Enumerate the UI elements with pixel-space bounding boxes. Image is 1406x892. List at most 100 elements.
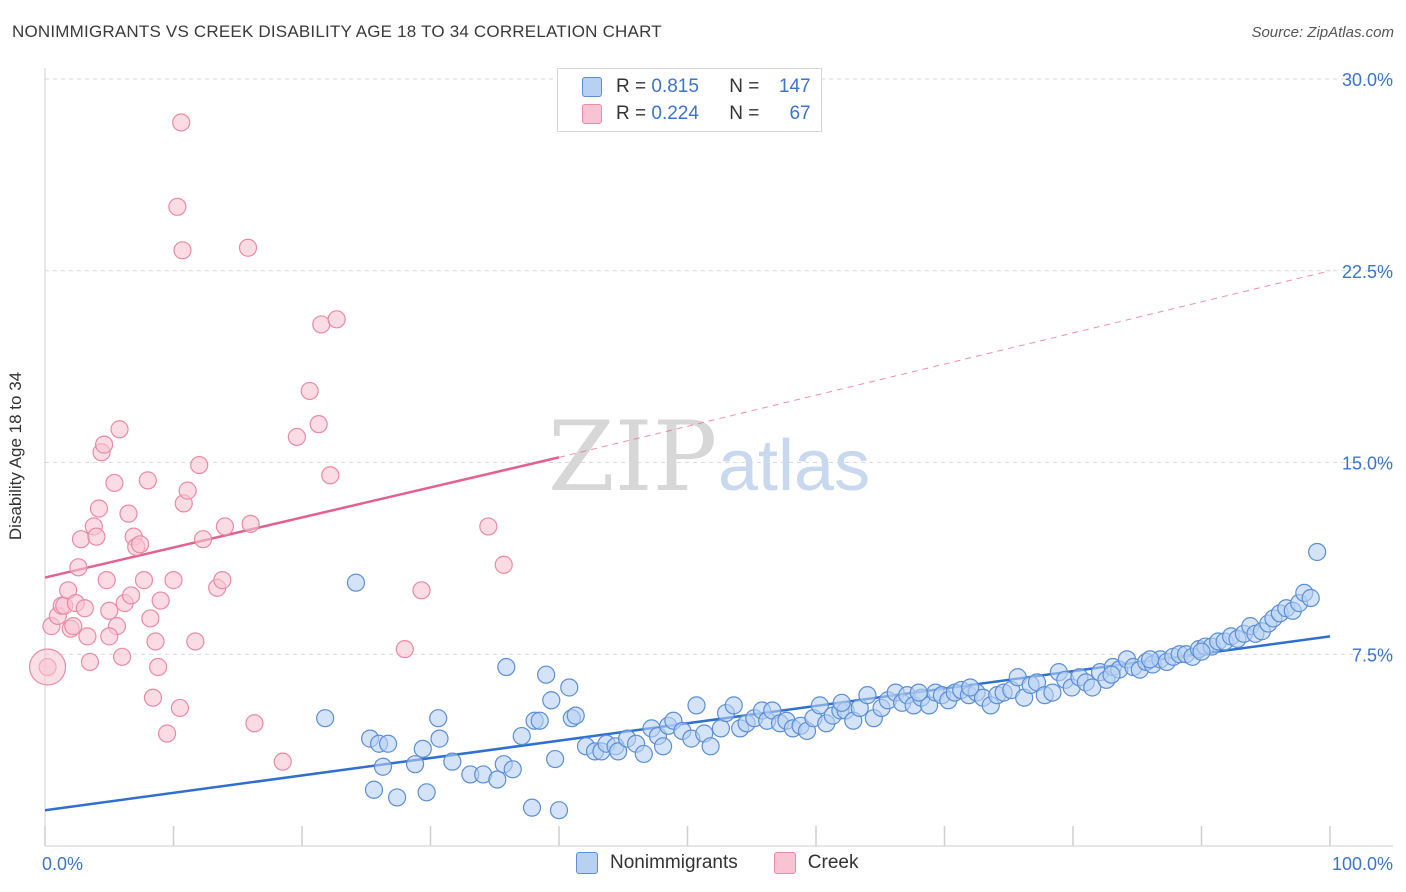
- point-nonimmigrants: [1308, 542, 1327, 562]
- point-creek: [89, 499, 109, 518]
- point-creek: [121, 586, 141, 605]
- point-nonimmigrants: [512, 726, 531, 746]
- y-tick-label: 22.5%: [1342, 262, 1393, 282]
- point-creek: [238, 238, 258, 257]
- point-nonimmigrants: [503, 760, 522, 779]
- point-nonimmigrants: [522, 798, 542, 817]
- point-nonimmigrants: [634, 744, 653, 764]
- point-nonimmigrants: [560, 678, 579, 697]
- r-value: 0.815: [651, 76, 699, 97]
- point-nonimmigrants: [373, 757, 393, 776]
- point-creek: [327, 310, 346, 329]
- n-value: 147: [778, 76, 811, 97]
- legend-item-creek[interactable]: Creek: [773, 852, 859, 874]
- x-tick-label: 100.0%: [1332, 854, 1393, 874]
- pink-swatch: [582, 104, 602, 124]
- watermark: ZIP atlas: [548, 401, 870, 513]
- point-nonimmigrants: [346, 573, 366, 592]
- point-creek: [143, 688, 163, 707]
- legend-row-nonimmigrants: R = 0.815 N = 147: [582, 75, 811, 99]
- point-creek: [173, 241, 192, 260]
- point-creek: [146, 632, 165, 651]
- point-creek: [215, 517, 234, 536]
- legend-item-nonimmigrants[interactable]: Nonimmigrants: [576, 852, 738, 874]
- series-legend: Nonimmigrants Creek: [576, 852, 894, 874]
- r-label: R =: [616, 76, 647, 97]
- point-nonimmigrants: [405, 755, 425, 774]
- point-nonimmigrants: [546, 749, 565, 769]
- point-nonimmigrants: [832, 693, 851, 712]
- legend-label: Creek: [807, 852, 859, 873]
- point-nonimmigrants: [609, 742, 628, 761]
- blue-swatch: [582, 77, 602, 97]
- point-creek: [119, 504, 138, 523]
- point-nonimmigrants: [530, 711, 549, 730]
- point-nonimmigrants: [537, 665, 556, 684]
- point-creek: [78, 627, 97, 646]
- r-label: R =: [616, 103, 647, 124]
- point-nonimmigrants: [810, 696, 829, 715]
- point-creek: [168, 197, 187, 216]
- point-creek: [309, 415, 328, 434]
- point-nonimmigrants: [1083, 678, 1102, 697]
- y-axis-title: Disability Age 18 to 34: [6, 371, 25, 541]
- point-creek: [134, 571, 154, 590]
- point-creek: [312, 315, 331, 334]
- point-creek: [87, 527, 106, 546]
- trend-line-creek-extension: [558, 270, 1331, 458]
- point-nonimmigrants: [429, 709, 448, 728]
- point-creek: [80, 652, 100, 672]
- point-creek: [321, 466, 340, 485]
- point-creek: [190, 455, 209, 475]
- grid-lines: [45, 78, 1393, 655]
- n-label: N =: [729, 103, 760, 124]
- point-creek: [494, 555, 513, 574]
- point-creek: [186, 632, 205, 651]
- point-creek: [64, 617, 83, 636]
- y-tick-label: 15.0%: [1342, 454, 1393, 474]
- y-tick-label: 7.5%: [1352, 645, 1393, 665]
- point-creek: [193, 530, 213, 549]
- point-nonimmigrants: [1192, 642, 1211, 661]
- r-value: 0.224: [651, 103, 699, 124]
- point-creek-large: [28, 648, 67, 686]
- point-creek: [105, 473, 124, 493]
- data-points: [28, 113, 1327, 820]
- point-nonimmigrants: [566, 706, 585, 725]
- point-creek: [151, 591, 170, 610]
- trend-line-creek: [44, 456, 560, 579]
- blue-swatch: [576, 852, 598, 874]
- point-nonimmigrants: [1043, 683, 1062, 702]
- point-nonimmigrants: [417, 783, 436, 802]
- legend-row-creek: R = 0.224 N = 67: [582, 102, 811, 126]
- point-creek: [71, 530, 91, 549]
- watermark-zip: ZIP: [548, 401, 717, 513]
- point-nonimmigrants: [542, 691, 561, 710]
- point-creek: [141, 609, 160, 628]
- point-nonimmigrants: [1140, 650, 1160, 669]
- point-creek: [97, 571, 116, 590]
- correlation-legend: R = 0.815 N = 147 R = 0.224 N = 67: [557, 68, 822, 132]
- point-creek: [178, 481, 197, 500]
- point-creek: [287, 427, 306, 447]
- point-creek: [273, 752, 292, 771]
- point-nonimmigrants: [711, 719, 731, 738]
- point-nonimmigrants: [653, 737, 673, 756]
- point-creek: [112, 647, 132, 666]
- point-creek: [95, 435, 114, 454]
- point-nonimmigrants: [961, 678, 980, 697]
- point-creek: [213, 571, 232, 590]
- point-creek: [245, 714, 264, 733]
- point-creek: [164, 571, 183, 590]
- n-label: N =: [729, 76, 760, 97]
- point-nonimmigrants: [858, 686, 877, 705]
- point-creek: [100, 627, 119, 646]
- point-creek: [170, 698, 190, 718]
- point-nonimmigrants: [316, 709, 335, 728]
- point-nonimmigrants: [724, 696, 743, 715]
- point-nonimmigrants: [364, 780, 384, 799]
- point-creek: [479, 517, 498, 536]
- point-nonimmigrants: [497, 657, 516, 677]
- point-nonimmigrants: [1301, 588, 1320, 608]
